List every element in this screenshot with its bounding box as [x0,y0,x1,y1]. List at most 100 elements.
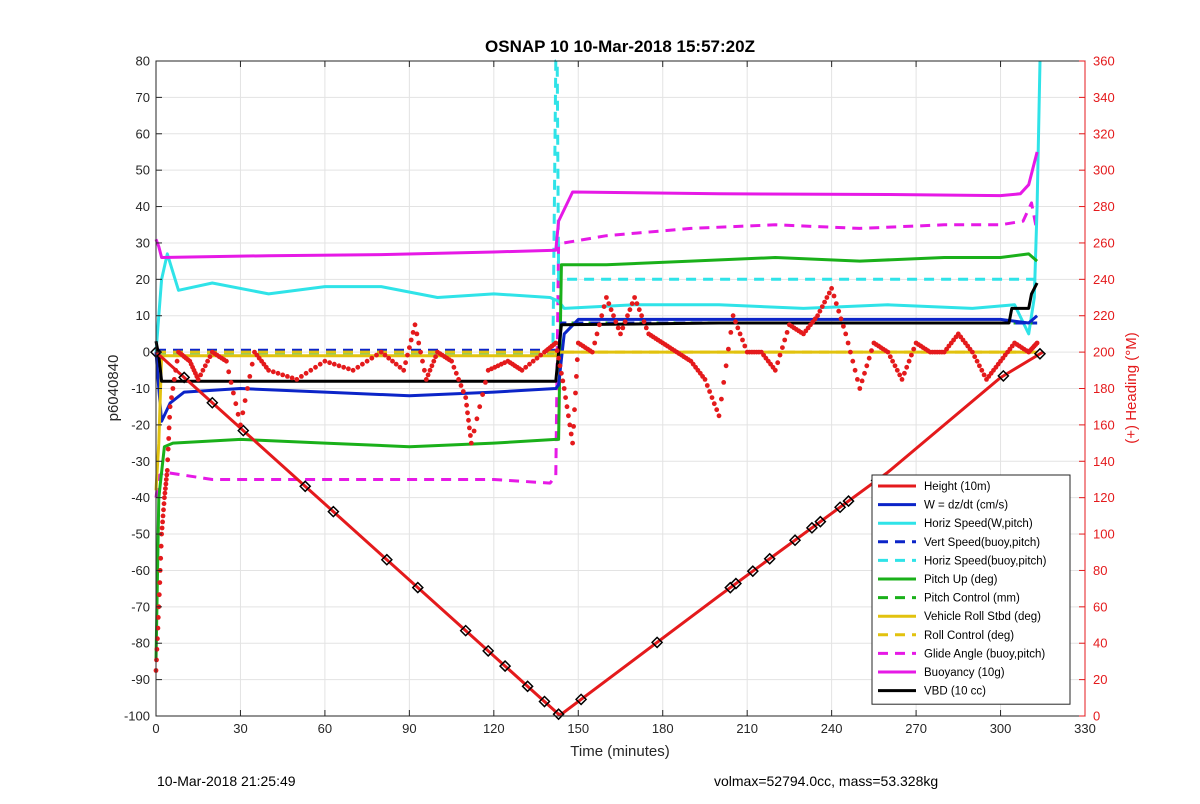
height-marker [997,369,1010,382]
heading-dot [559,370,564,376]
heading-dot [704,383,710,388]
heading-dot [471,428,477,434]
heading-dot [566,413,571,419]
heading-dot [572,407,577,413]
legend-label-9: Glide Angle (buoy,pitch) [924,648,1045,660]
heading-dot [464,402,469,408]
series-line-5 [154,252,1039,662]
heading-dot [202,363,208,369]
heading-dot [355,364,361,370]
heading-dot [836,308,842,314]
series-line-2 [154,60,1042,353]
x-tick-label: 210 [736,721,758,736]
heading-dot [466,417,471,423]
legend-label-3: Vert Speed(buoy,pitch) [924,537,1040,549]
heading-dot [465,410,470,416]
y2-tick-label: 100 [1093,527,1115,542]
heading-dot [620,325,626,331]
heading-dot [707,389,712,394]
y-tick-label: 10 [136,308,150,323]
heading-dot [519,367,525,373]
heading-dot [270,369,276,375]
heading-dot [467,425,472,431]
y-tick-label: 50 [136,163,150,178]
x-tick-label: 240 [821,721,843,736]
heading-dot [374,352,379,358]
height-marker [237,424,250,437]
heading-dot [382,352,388,358]
heading-dot [289,375,295,381]
heading-dot [163,481,169,487]
heading-dot [735,325,741,331]
heading-dot [166,425,172,431]
heading-dot [782,337,788,343]
heading-dot [162,495,167,501]
y-tick-label: 60 [136,126,150,141]
heading-dot [171,377,177,382]
heading-dot [574,357,580,363]
heading-dot [161,501,167,507]
height-marker [206,396,219,409]
heading-dot [970,349,975,355]
heading-dot [245,386,250,391]
heading-dot [164,472,170,478]
heading-dot [831,293,837,299]
heading-dot [431,358,437,364]
y-tick-label: -10 [131,381,150,396]
heading-dot [407,345,412,350]
heading-dot [433,354,438,360]
heading-dot [158,543,164,549]
legend-label-6: Pitch Control (mm) [924,593,1020,605]
heading-dot [848,349,853,355]
heading-dot [829,286,834,291]
heading-dot [721,380,727,385]
height-marker [299,480,312,493]
y-tick-label: -100 [124,709,150,724]
heading-dot [477,404,483,410]
heading-dot [866,355,872,361]
heading-dot [850,358,856,364]
heading-dot [592,340,598,346]
heading-dot [709,395,715,400]
heading-dot [723,363,729,369]
y-axis-label: p6040840 [105,355,122,422]
y2-tick-label: 220 [1093,308,1115,323]
chart-title: OSNAP 10 10-Mar-2018 15:57:20Z [485,37,755,56]
height-marker [814,515,827,528]
heading-dot [719,396,724,402]
height-marker [842,495,855,508]
height-marker [521,680,534,693]
heading-dot [902,370,907,376]
y-tick-label: -50 [131,527,150,542]
height-marker [805,521,818,534]
x-tick-label: 0 [152,721,159,736]
heading-dot [480,392,485,397]
heading-dot [534,355,540,361]
heading-dot [775,360,781,366]
heading-dot [613,319,619,325]
heading-dot [200,367,206,373]
y-tick-label: 0 [143,345,150,360]
heading-dot [887,354,893,360]
heading-dot [714,407,720,413]
heading-dot [468,433,473,438]
y2-tick-label: 260 [1093,235,1115,250]
heading-dot [601,304,607,309]
heading-dot [266,367,271,373]
heading-dot [625,313,630,319]
heading-dot [885,349,891,355]
heading-dot [280,372,286,378]
legend-label-5: Pitch Up (deg) [924,574,998,586]
heading-dot [864,363,870,369]
height-marker [788,534,802,547]
heading-dot [453,370,459,376]
heading-dot [299,374,304,379]
x-tick-label: 330 [1074,721,1096,736]
heading-dot [247,374,253,379]
heading-dot [737,331,743,337]
heading-dot [728,330,734,335]
x-tick-label: 60 [318,721,332,736]
heading-dot [977,363,982,369]
heading-dot [416,340,422,346]
heading-dot [369,355,375,361]
